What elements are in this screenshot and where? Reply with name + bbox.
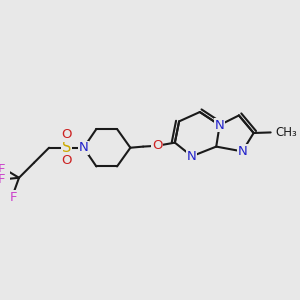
Text: N: N: [215, 118, 224, 132]
Text: N: N: [79, 141, 88, 154]
Text: N: N: [237, 145, 247, 158]
Text: O: O: [152, 139, 163, 152]
Text: F: F: [0, 173, 5, 186]
Text: F: F: [10, 190, 18, 203]
Text: S: S: [62, 140, 71, 155]
Text: CH₃: CH₃: [276, 126, 298, 139]
Text: F: F: [0, 163, 5, 176]
Text: N: N: [187, 150, 197, 163]
Text: O: O: [61, 128, 72, 142]
Text: O: O: [61, 154, 72, 167]
